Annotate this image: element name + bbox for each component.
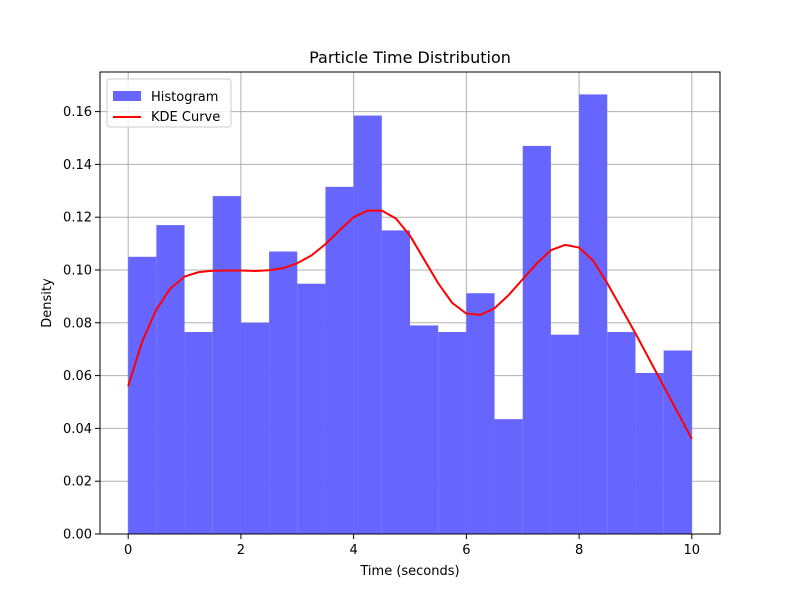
- histogram-bar: [438, 332, 467, 534]
- histogram-bar: [381, 230, 410, 534]
- legend-swatch-histogram: [113, 91, 141, 101]
- histogram-bar: [184, 332, 213, 534]
- axis-ticks: 0 2 4 6 8 10 0.00 0.02 0.04 0.06 0.08 0.10 0.12 0.14 0…: [63, 105, 700, 558]
- histogram-bar: [466, 293, 495, 534]
- x-tick-label: 0: [124, 543, 132, 558]
- x-axis-label: Time (seconds): [359, 564, 459, 579]
- histogram-bar: [212, 196, 241, 534]
- y-tick-label: 0.06: [63, 369, 92, 384]
- histogram-bar: [607, 332, 636, 534]
- histogram-bar: [353, 115, 382, 534]
- y-tick-label: 0.16: [63, 105, 92, 120]
- histogram-bar: [240, 322, 270, 534]
- kde-curve: [127, 209, 693, 440]
- histogram-bar: [522, 145, 551, 535]
- y-tick-label: 0.12: [63, 211, 92, 226]
- histogram-bar: [325, 186, 354, 534]
- histogram-bar: [635, 372, 664, 534]
- y-tick-label: 0.14: [63, 158, 92, 173]
- plot-frame: [99, 71, 721, 535]
- y-axis-label: Density: [40, 278, 55, 328]
- histogram-bar: [410, 325, 439, 534]
- kde-curve-layer: [127, 209, 693, 440]
- histogram-bars: [128, 94, 692, 535]
- x-tick-label: 8: [575, 543, 583, 558]
- histogram-bar: [128, 256, 157, 534]
- x-tick-label: 10: [684, 543, 701, 558]
- histogram-bar: [494, 419, 523, 534]
- y-tick-label: 0.00: [63, 528, 92, 543]
- y-tick-label: 0.04: [63, 422, 92, 437]
- legend-label-kde: KDE Curve: [151, 110, 220, 125]
- y-tick-label: 0.08: [63, 316, 92, 331]
- y-tick-label: 0.10: [63, 264, 92, 279]
- chart-title: Particle Time Distribution: [309, 48, 511, 67]
- histogram-bar: [269, 251, 298, 534]
- histogram-bar: [579, 94, 608, 534]
- histogram-bar: [663, 350, 692, 534]
- x-tick-label: 6: [462, 543, 470, 558]
- y-tick-label: 0.02: [63, 475, 92, 490]
- legend: Histogram KDE Curve: [106, 78, 232, 128]
- legend-label-histogram: Histogram: [151, 90, 218, 105]
- x-tick-label: 4: [349, 543, 357, 558]
- histogram-bar: [550, 334, 580, 534]
- histogram-bar: [156, 225, 185, 534]
- histogram-bar: [297, 283, 326, 534]
- x-tick-label: 2: [237, 543, 245, 558]
